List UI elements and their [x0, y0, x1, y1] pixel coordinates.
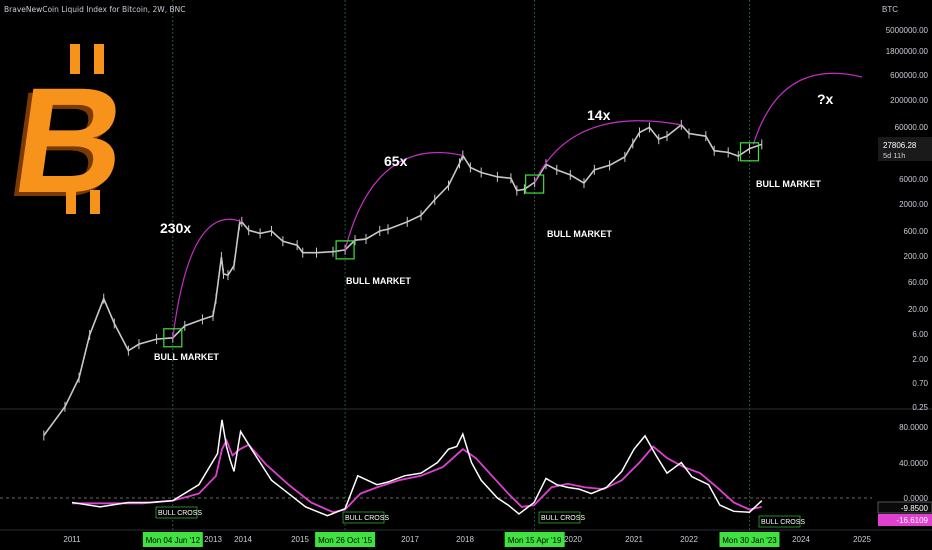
multiplier-label: 14x [587, 107, 611, 123]
chart-title: BraveNewCoin Liquid Index for Bitcoin, 2… [4, 5, 186, 14]
year-tick: 2015 [291, 535, 309, 544]
cross-date-box [315, 532, 376, 547]
price-axis-tick: 0.25 [912, 403, 928, 412]
oscillator-slow-line [72, 438, 762, 514]
oscillator-axis-tick: 40.0000 [899, 459, 928, 468]
bull-market-label: BULL MARKET [346, 276, 411, 286]
cross-date-box [504, 532, 565, 547]
price-axis-tick: 6.00 [912, 330, 928, 339]
oscillator-axis-tick: 0.0000 [904, 494, 929, 503]
bar-countdown: 5d 11h [883, 151, 905, 160]
cross-date-label: Mon 26 Oct '15 [318, 536, 373, 545]
cross-date-box [719, 532, 780, 547]
year-tick: 2022 [680, 535, 698, 544]
oscillator-fast-value: -9.8500 [901, 504, 929, 513]
oscillator-axis-tick: 80.0000 [899, 423, 928, 432]
price-axis-tick: 0.70 [912, 379, 928, 388]
multiplier-label: 65x [384, 153, 408, 169]
current-price-value: 27806.28 [883, 141, 917, 150]
bull-market-label: BULL MARKET [154, 352, 219, 362]
year-tick: 2018 [456, 535, 474, 544]
year-tick: 2024 [792, 535, 810, 544]
multiplier-arc [344, 151, 463, 251]
price-axis-currency: BTC [882, 5, 898, 14]
price-axis-tick: 60.00 [908, 278, 929, 287]
year-tick: 2014 [234, 535, 252, 544]
svg-text:B: B [0, 61, 131, 228]
oscillator-fast-line [71, 419, 763, 517]
oscillator-slow-value-box [878, 514, 932, 526]
multiplier-label: ?x [817, 91, 834, 107]
price-axis-tick: 20.00 [908, 305, 929, 314]
bull-market-highlight-box [335, 240, 355, 260]
bull-cross-tag [538, 511, 581, 524]
multiplier-arc [752, 72, 863, 145]
bull-cross-tag [155, 506, 198, 519]
cross-date-label: Mon 30 Jan '23 [722, 536, 777, 545]
price-axis-tick: 600000.00 [890, 71, 928, 80]
bull-cross-label: BULL CROSS [541, 515, 585, 522]
bull-market-label: BULL MARKET [547, 229, 612, 239]
year-tick: 2020 [564, 535, 582, 544]
price-axis-tick: 200000.00 [890, 96, 928, 105]
current-price-box [878, 137, 932, 161]
year-tick: 2013 [204, 535, 222, 544]
cross-date-label: Mon 04 Jun '12 [146, 536, 201, 545]
price-axis-tick: 600.00 [904, 227, 929, 236]
annotation-layer: 230x 65x 14x ?x BULL MARKET BULL MARKET BULL M… [154, 72, 863, 528]
grid-layer [0, 0, 932, 531]
year-tick: 2017 [401, 535, 419, 544]
cross-date-box [142, 532, 203, 547]
price-axis-tick: 5000000.00 [886, 26, 929, 35]
price-axis-tick: 2000.00 [899, 200, 928, 209]
bull-market-highlight-box [739, 142, 760, 162]
bull-cross-tag [758, 515, 801, 528]
price-axis-tick: 6000.00 [899, 175, 928, 184]
bull-market-highlight-box [163, 328, 183, 348]
oscillator-slow-value: -16.6109 [896, 516, 928, 525]
bitcoin-logo: B B [0, 44, 136, 228]
bull-market-label: BULL MARKET [756, 179, 821, 189]
price-series-line [43, 123, 763, 436]
year-tick: 2025 [853, 535, 871, 544]
price-axis-tick: 2.00 [912, 355, 928, 364]
bull-cross-label: BULL CROSS [761, 519, 805, 526]
price-axis-tick: 1800000.00 [886, 47, 929, 56]
year-tick: 2021 [625, 535, 643, 544]
cross-date-label: Mon 15 Apr '19 [508, 536, 562, 545]
oscillator-layer [71, 419, 763, 517]
bull-cross-tag [342, 511, 385, 524]
year-tick: 2011 [63, 535, 81, 544]
multiplier-arc [534, 120, 682, 183]
multiplier-arc [172, 218, 243, 338]
price-axis-tick: 60000.00 [895, 123, 929, 132]
bull-cross-label: BULL CROSS [158, 510, 202, 517]
bull-cross-label: BULL CROSS [345, 515, 389, 522]
oscillator-fast-value-box [877, 501, 932, 514]
bull-market-highlight-box [525, 174, 545, 194]
axis-layer: BTC 5000000.00 1800000.00 600000.00 200000.0… [63, 5, 932, 547]
price-axis-tick: 200.00 [904, 252, 929, 261]
multiplier-label: 230x [160, 220, 191, 236]
